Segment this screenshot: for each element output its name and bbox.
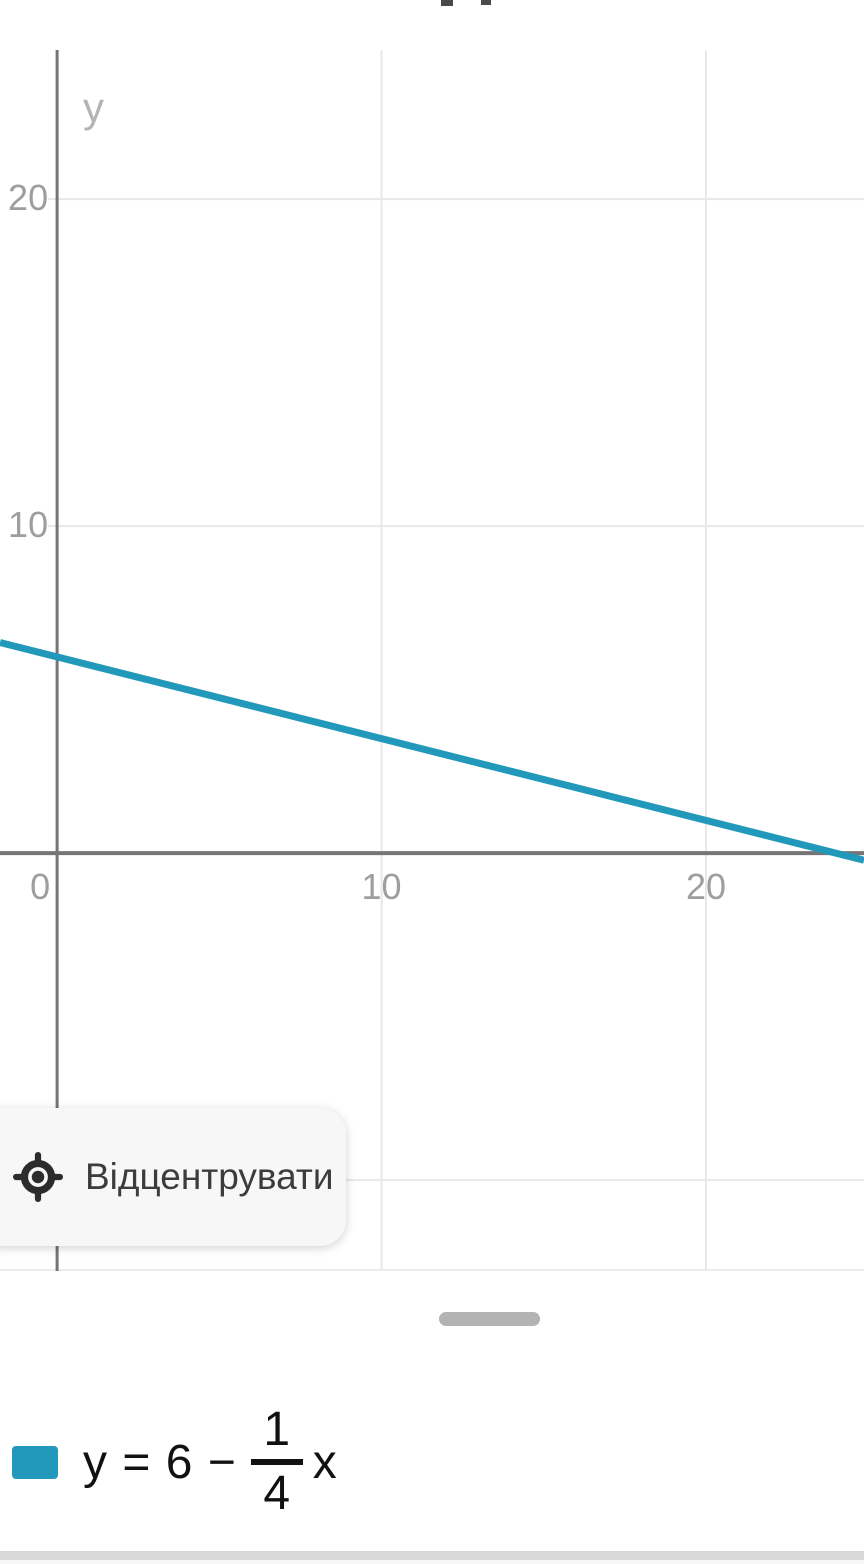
- y-tick-20: 20: [8, 177, 49, 219]
- x-tick-0: 0: [30, 866, 51, 908]
- recenter-button-label: Відцентрувати: [85, 1156, 334, 1197]
- next-section-edge: [0, 1560, 864, 1564]
- legend-color-swatch: [12, 1445, 58, 1479]
- graph-canvas: [0, 50, 864, 1271]
- fraction-denominator: 4: [263, 1467, 291, 1520]
- fraction-bar: [250, 1459, 303, 1465]
- x-tick-10: 10: [361, 866, 402, 908]
- equation-suffix: x: [312, 1435, 337, 1489]
- x-tick-20: 20: [685, 866, 727, 908]
- cropped-title-fragment: [481, 0, 491, 5]
- cropped-title-fragment: [441, 0, 453, 6]
- y-axis-title: y: [83, 84, 104, 131]
- plot-area[interactable]: 0 10 20 10 20 y: [0, 0, 864, 1271]
- equation-prefix: y = 6 −: [83, 1435, 237, 1489]
- function-line: [0, 639, 864, 864]
- drag-handle[interactable]: [439, 1312, 540, 1326]
- equation-fraction: 1 4: [250, 1403, 303, 1520]
- fraction-numerator: 1: [263, 1403, 291, 1456]
- crosshair-locate-icon: [13, 1152, 63, 1202]
- recenter-button[interactable]: Відцентрувати: [0, 1108, 346, 1246]
- section-divider: [0, 1551, 864, 1560]
- y-tick-10: 10: [8, 504, 49, 546]
- legend: y = 6 − 1 4 x: [12, 1396, 337, 1528]
